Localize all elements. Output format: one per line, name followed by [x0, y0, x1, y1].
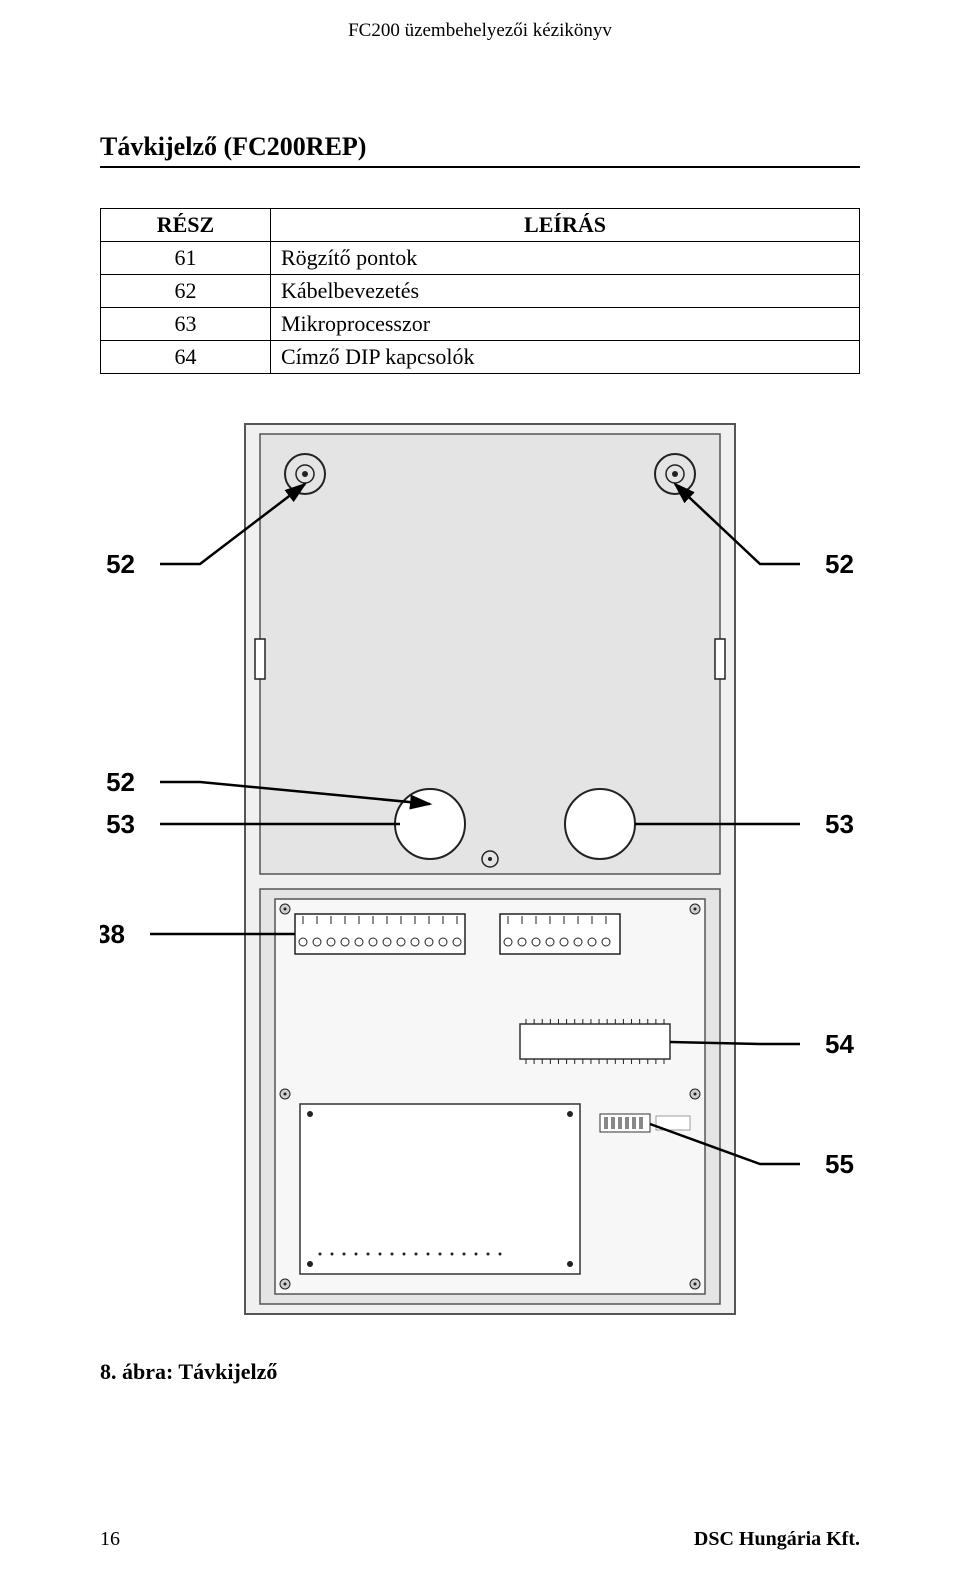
part-number: 61 [101, 242, 271, 275]
table-header-row: RÉSZ LEÍRÁS [101, 209, 860, 242]
svg-text:52: 52 [825, 549, 854, 579]
svg-text:52: 52 [106, 549, 135, 579]
page: FC200 üzembehelyezői kézikönyv Távkijelz… [0, 0, 960, 1571]
table-row: 61 Rögzítő pontok [101, 242, 860, 275]
col-header-desc: LEÍRÁS [271, 209, 860, 242]
svg-text:53: 53 [825, 809, 854, 839]
col-header-part: RÉSZ [101, 209, 271, 242]
page-footer: 16 DSC Hungária Kft. [100, 1528, 860, 1551]
enclosure-diagram: 52 52 52 53 53 38 54 55 [100, 404, 880, 1324]
part-desc: Címző DIP kapcsolók [271, 341, 860, 374]
part-number: 62 [101, 275, 271, 308]
section-title: Távkijelző (FC200REP) [100, 132, 860, 168]
svg-text:38: 38 [100, 919, 125, 949]
part-desc: Mikroprocesszor [271, 308, 860, 341]
svg-text:53: 53 [106, 809, 135, 839]
table-row: 64 Címző DIP kapcsolók [101, 341, 860, 374]
figure-caption: 8. ábra: Távkijelző [100, 1359, 860, 1385]
figure: 52 52 52 53 53 38 54 55 [100, 404, 860, 1329]
company-name: DSC Hungária Kft. [694, 1528, 860, 1551]
page-number: 16 [100, 1528, 120, 1551]
document-header: FC200 üzembehelyezői kézikönyv [100, 20, 860, 42]
svg-text:54: 54 [825, 1029, 854, 1059]
part-number: 63 [101, 308, 271, 341]
part-number: 64 [101, 341, 271, 374]
table-row: 63 Mikroprocesszor [101, 308, 860, 341]
parts-table: RÉSZ LEÍRÁS 61 Rögzítő pontok 62 Kábelbe… [100, 208, 860, 374]
svg-text:55: 55 [825, 1149, 854, 1179]
table-row: 62 Kábelbevezetés [101, 275, 860, 308]
part-desc: Kábelbevezetés [271, 275, 860, 308]
svg-text:52: 52 [106, 767, 135, 797]
part-desc: Rögzítő pontok [271, 242, 860, 275]
